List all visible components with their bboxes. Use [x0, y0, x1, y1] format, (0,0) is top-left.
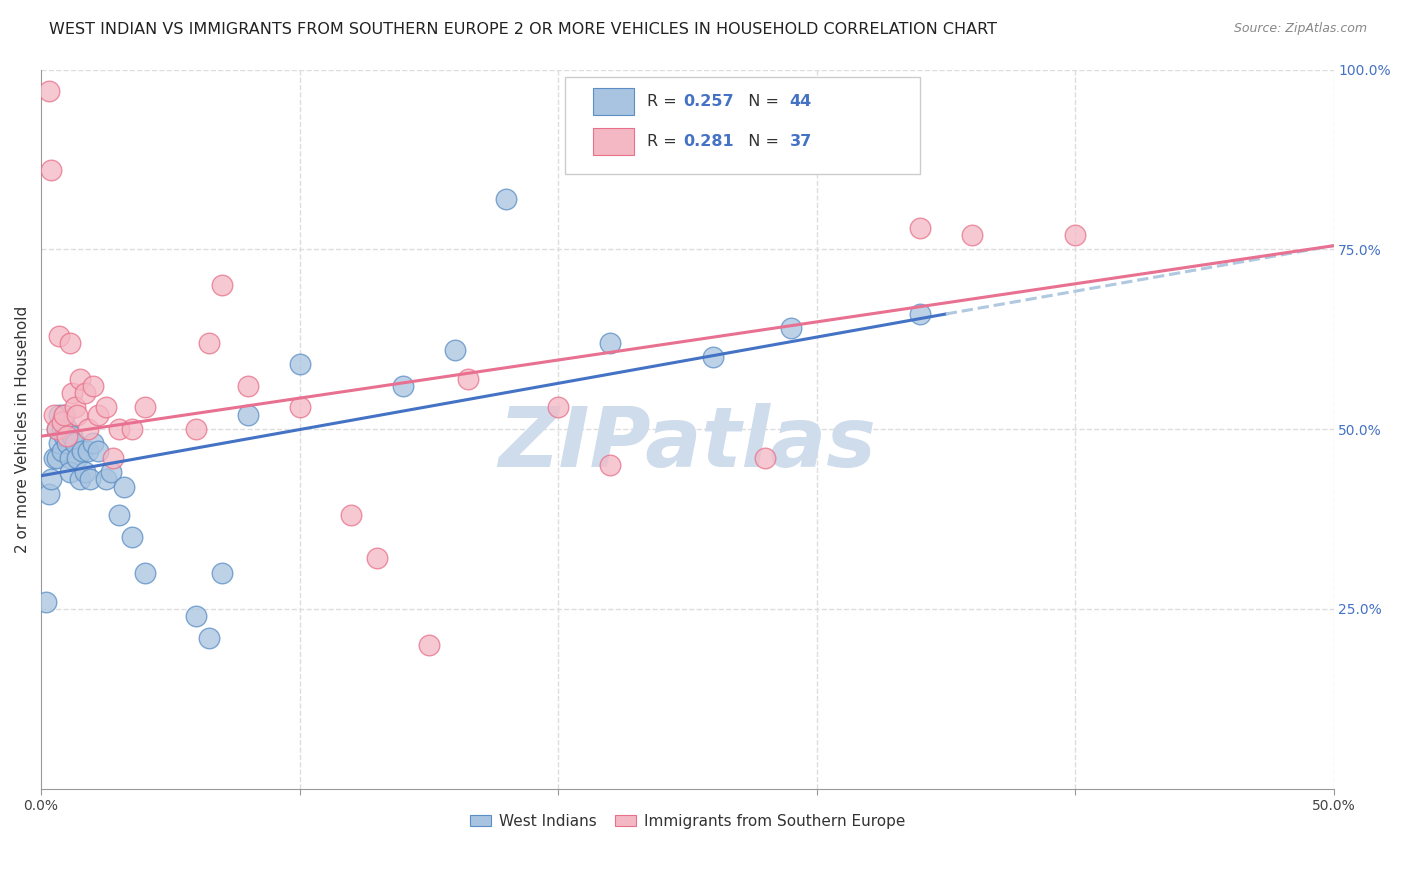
Point — [45, 450, 67, 465]
Point — [107, 422, 129, 436]
Point — [56, 429, 79, 443]
Point — [87, 408, 110, 422]
Point — [73, 465, 96, 479]
Point — [1064, 227, 1087, 242]
Point — [72, 443, 94, 458]
FancyBboxPatch shape — [593, 88, 634, 115]
Point — [69, 372, 91, 386]
Point — [908, 220, 931, 235]
Point — [198, 335, 221, 350]
Point — [48, 408, 70, 422]
Text: Source: ZipAtlas.com: Source: ZipAtlas.com — [1233, 22, 1367, 36]
Point — [53, 429, 76, 443]
Text: ZIPatlas: ZIPatlas — [498, 403, 876, 484]
Point — [121, 422, 143, 436]
Text: 0.257: 0.257 — [683, 95, 734, 109]
Point — [107, 508, 129, 523]
Point — [754, 450, 776, 465]
Point — [186, 422, 208, 436]
Y-axis label: 2 or more Vehicles in Household: 2 or more Vehicles in Household — [15, 305, 30, 553]
Point — [51, 443, 73, 458]
Text: N =: N = — [738, 95, 783, 109]
Point — [236, 379, 259, 393]
Point — [94, 472, 117, 486]
Point — [58, 335, 80, 350]
Point — [51, 422, 73, 436]
Legend: West Indians, Immigrants from Southern Europe: West Indians, Immigrants from Southern E… — [464, 807, 911, 835]
Text: 44: 44 — [789, 95, 811, 109]
Point — [38, 487, 60, 501]
Point — [56, 422, 79, 436]
Point — [340, 508, 363, 523]
Point — [66, 450, 89, 465]
Point — [236, 408, 259, 422]
Point — [288, 401, 311, 415]
Point — [366, 551, 388, 566]
Point — [60, 429, 83, 443]
Text: N =: N = — [738, 134, 783, 149]
Point — [63, 401, 86, 415]
Point — [134, 566, 156, 580]
Point — [112, 479, 135, 493]
Point — [66, 408, 89, 422]
Point — [134, 401, 156, 415]
Point — [87, 443, 110, 458]
Point — [76, 422, 98, 436]
Point — [392, 379, 415, 393]
Point — [53, 408, 76, 422]
Point — [69, 472, 91, 486]
Point — [45, 422, 67, 436]
Text: R =: R = — [647, 95, 682, 109]
Point — [76, 443, 98, 458]
Point — [418, 638, 440, 652]
Point — [779, 321, 801, 335]
Point — [103, 450, 125, 465]
Point — [82, 436, 104, 450]
Point — [211, 278, 233, 293]
FancyBboxPatch shape — [565, 77, 920, 174]
Point — [443, 343, 465, 357]
Point — [38, 84, 60, 98]
Point — [41, 472, 63, 486]
Point — [42, 408, 65, 422]
Point — [908, 307, 931, 321]
Point — [186, 609, 208, 624]
Point — [211, 566, 233, 580]
Point — [82, 379, 104, 393]
Point — [495, 192, 517, 206]
Point — [58, 465, 80, 479]
Point — [56, 436, 79, 450]
Text: 37: 37 — [789, 134, 811, 149]
Point — [79, 472, 101, 486]
Point — [60, 386, 83, 401]
Text: WEST INDIAN VS IMMIGRANTS FROM SOUTHERN EUROPE 2 OR MORE VEHICLES IN HOUSEHOLD C: WEST INDIAN VS IMMIGRANTS FROM SOUTHERN … — [49, 22, 997, 37]
Text: 0.281: 0.281 — [683, 134, 734, 149]
Point — [48, 328, 70, 343]
Point — [45, 422, 67, 436]
Point — [53, 408, 76, 422]
Point — [960, 227, 983, 242]
Point — [198, 631, 221, 645]
Point — [42, 450, 65, 465]
Point — [599, 458, 621, 472]
FancyBboxPatch shape — [593, 128, 634, 155]
Point — [94, 401, 117, 415]
Point — [63, 436, 86, 450]
Point — [599, 335, 621, 350]
Point — [73, 386, 96, 401]
Point — [702, 350, 724, 364]
Point — [41, 163, 63, 178]
Point — [121, 530, 143, 544]
Point — [35, 594, 58, 608]
Text: R =: R = — [647, 134, 682, 149]
Point — [58, 450, 80, 465]
Point — [547, 401, 569, 415]
Point — [457, 372, 479, 386]
Point — [48, 436, 70, 450]
Point — [100, 465, 122, 479]
Point — [288, 357, 311, 371]
Point — [51, 415, 73, 429]
